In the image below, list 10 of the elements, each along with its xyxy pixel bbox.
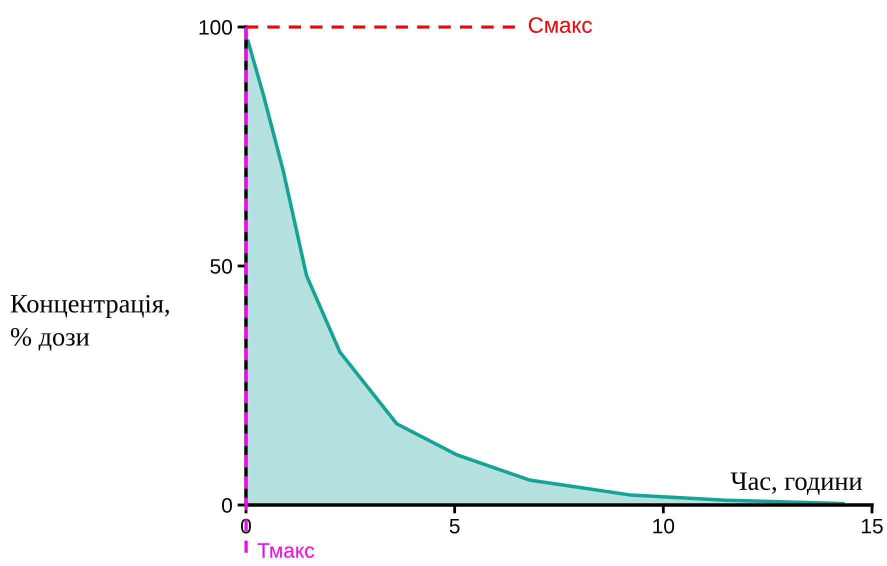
ref-line-label: Тмакс — [258, 543, 314, 558]
x-axis-title: Час, години — [730, 472, 862, 495]
ref-line-label: Смакс — [528, 17, 592, 33]
y-tick-label: 100 — [200, 20, 232, 35]
y-tick-label: 0 — [222, 498, 232, 513]
y-tick-label: 50 — [210, 259, 232, 274]
x-tick-label: 15 — [862, 518, 883, 534]
y-axis-title: Концентрація, % дози — [10, 294, 169, 351]
x-tick-label: 5 — [450, 518, 460, 534]
x-tick-label: 10 — [653, 518, 674, 534]
